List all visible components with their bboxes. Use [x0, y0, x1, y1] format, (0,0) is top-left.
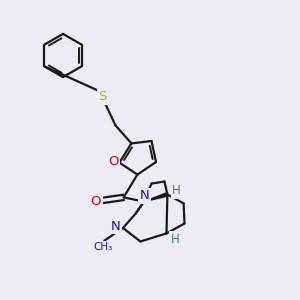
Text: H: H	[170, 233, 179, 246]
Text: O: O	[91, 195, 101, 208]
Text: N: N	[111, 220, 120, 233]
Text: H: H	[172, 184, 181, 197]
Text: N: N	[140, 189, 149, 202]
Polygon shape	[144, 193, 168, 202]
Text: S: S	[98, 90, 107, 103]
Text: CH₃: CH₃	[93, 242, 112, 252]
Text: O: O	[108, 154, 119, 168]
